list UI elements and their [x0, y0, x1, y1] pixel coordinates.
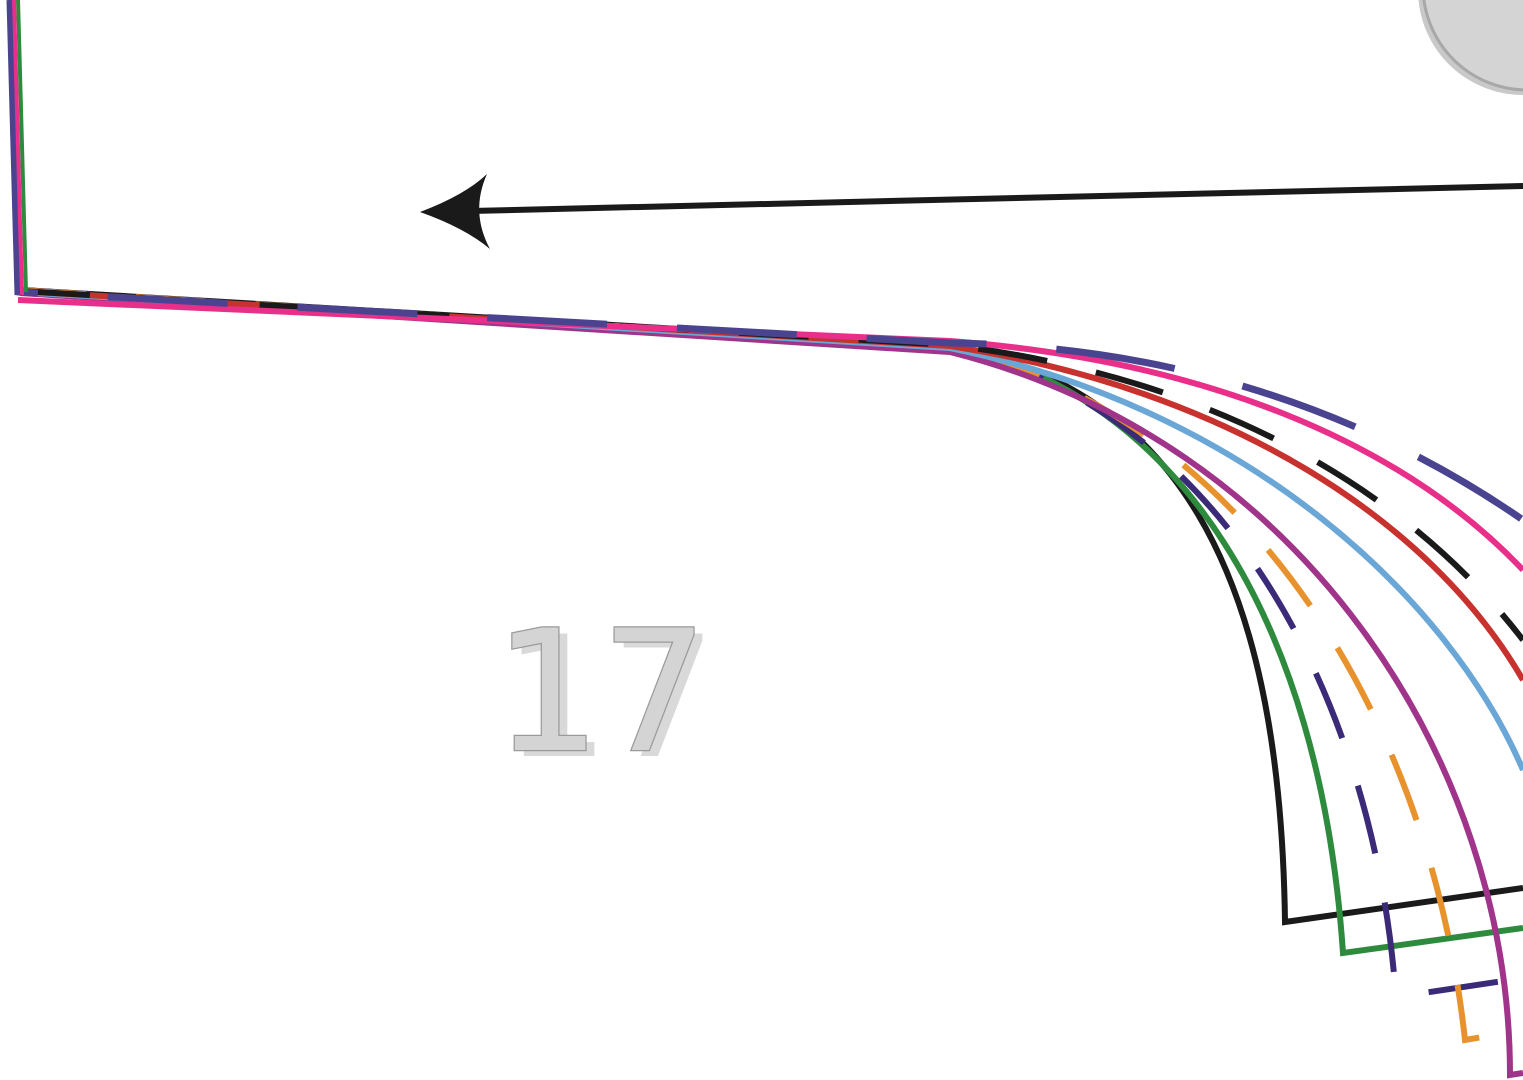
- placement-marker: [1418, 0, 1523, 95]
- size-line-pink-solid: [17, 297, 1523, 573]
- size-line-orange-dashed: [15, 287, 1523, 1044]
- size-lines: [6, 0, 1523, 1079]
- side-seam-line-2: [16, 0, 28, 293]
- size-line-blue-solid: [19, 289, 1523, 772]
- piece-number: 17: [494, 594, 708, 790]
- size-line-slate-dashed: [8, 0, 1523, 523]
- side-seam-line-3: [12, 0, 24, 296]
- size-line-green-solid: [23, 289, 1523, 957]
- size-line-black-dashed: [19, 288, 1523, 642]
- grainline-arrowhead: [420, 174, 490, 249]
- grainline-arrow: [420, 174, 1523, 249]
- grainline-shaft: [469, 183, 1523, 214]
- size-line-navy-dashed: [19, 287, 1523, 999]
- piece-number-group: 17 17: [493, 593, 717, 796]
- piece-number-shadow: 17: [503, 600, 717, 796]
- size-line-black-solid: [21, 287, 1523, 926]
- side-seam-line-1: [6, 0, 22, 296]
- size-line-magenta-solid: [19, 290, 1523, 1079]
- size-line-red-solid: [17, 288, 1523, 682]
